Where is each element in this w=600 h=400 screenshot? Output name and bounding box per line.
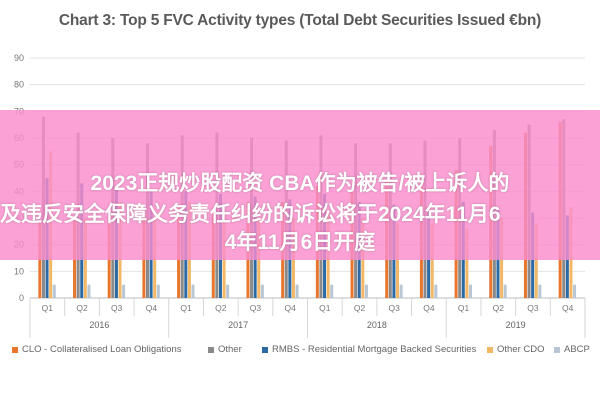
bar-4 bbox=[191, 284, 195, 298]
x-tick-label: Q1 bbox=[42, 303, 54, 313]
x-tick-label: Q1 bbox=[458, 303, 470, 313]
bar-4 bbox=[538, 284, 542, 298]
x-tick-label: Q2 bbox=[354, 303, 366, 313]
x-tick-label: Q3 bbox=[527, 303, 539, 313]
bar-4 bbox=[468, 284, 472, 298]
year-label: 2019 bbox=[506, 320, 526, 330]
bar-4 bbox=[573, 284, 577, 298]
bar-3 bbox=[430, 223, 434, 298]
overlay-text-line-1: 2023正规炒股配资 CBA作为被告/被上诉人的 bbox=[90, 172, 510, 195]
y-tick-label: 10 bbox=[14, 266, 24, 276]
x-tick-label: Q4 bbox=[562, 303, 574, 313]
legend-item: ABCP bbox=[554, 344, 590, 355]
legend-swatch bbox=[208, 346, 214, 353]
year-label: 2018 bbox=[367, 320, 387, 330]
bar-4 bbox=[156, 284, 160, 298]
x-tick-label: Q2 bbox=[215, 303, 227, 313]
x-tick-label: Q2 bbox=[493, 303, 505, 313]
chart-legend: CLO - Collateralised Loan Obligations Oth… bbox=[0, 344, 600, 364]
x-tick-label: Q2 bbox=[76, 303, 88, 313]
legend-label: Other CDO bbox=[497, 344, 545, 355]
x-tick-label: Q3 bbox=[389, 303, 401, 313]
bar-4 bbox=[364, 284, 368, 298]
bar-3 bbox=[534, 223, 538, 298]
bar-4 bbox=[260, 284, 264, 298]
bar-4 bbox=[52, 284, 56, 298]
overlay-text-line-2: 及违反安全保障义务责任纠纷的诉讼将于2024年11月6 bbox=[0, 203, 501, 226]
year-label: 2016 bbox=[89, 320, 109, 330]
overlay-banner bbox=[0, 110, 600, 260]
legend-swatch bbox=[262, 346, 268, 353]
x-tick-label: Q4 bbox=[146, 303, 158, 313]
x-tick-label: Q4 bbox=[284, 303, 296, 313]
legend-item: RMBS - Residential Mortgage Backed Secur… bbox=[262, 344, 476, 355]
bar-4 bbox=[330, 284, 334, 298]
bar-4 bbox=[122, 284, 126, 298]
x-tick-label: Q4 bbox=[423, 303, 435, 313]
bar-4 bbox=[434, 284, 438, 298]
legend-item: CLO - Collateralised Loan Obligations bbox=[12, 344, 181, 355]
x-tick-label: Q1 bbox=[319, 303, 331, 313]
chart-title: Chart 3: Top 5 FVC Activity types (Total… bbox=[58, 12, 542, 29]
y-tick-label: 80 bbox=[14, 80, 24, 90]
legend-label: CLO - Collateralised Loan Obligations bbox=[22, 344, 182, 355]
y-tick-label: 90 bbox=[14, 53, 24, 63]
legend-label: RMBS - Residential Mortgage Backed Secur… bbox=[272, 344, 477, 355]
bar-4 bbox=[226, 284, 230, 298]
legend-swatch bbox=[487, 346, 493, 353]
x-tick-label: Q1 bbox=[180, 303, 192, 313]
bar-3 bbox=[396, 223, 400, 298]
legend-item: Other CDO bbox=[487, 344, 545, 355]
y-tick-label: 0 bbox=[19, 293, 24, 303]
legend-item: Other bbox=[208, 344, 242, 355]
bar-4 bbox=[399, 284, 403, 298]
legend-swatch bbox=[554, 346, 560, 353]
overlay-text-line-3: 4年11月6日开庭 bbox=[224, 231, 376, 254]
bar-3 bbox=[465, 228, 469, 298]
year-label: 2017 bbox=[228, 320, 248, 330]
bar-4 bbox=[87, 284, 91, 298]
x-tick-label: Q3 bbox=[250, 303, 262, 313]
x-tick-label: Q3 bbox=[111, 303, 123, 313]
bar-4 bbox=[503, 284, 507, 298]
legend-swatch bbox=[12, 346, 18, 353]
legend-label: Other bbox=[218, 344, 242, 355]
bar-4 bbox=[295, 284, 299, 298]
legend-label: ABCP bbox=[564, 344, 590, 355]
